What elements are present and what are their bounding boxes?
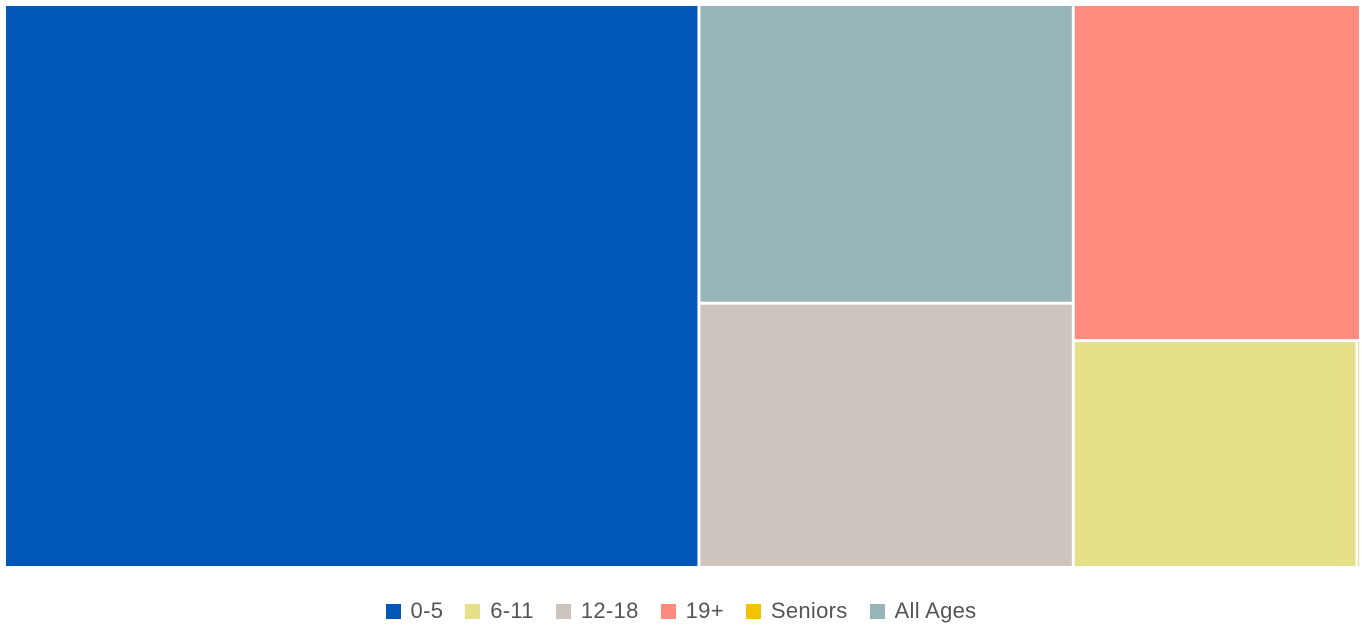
legend-label-12-18: 12-18 [580,598,639,623]
treemap-cell-seniors[interactable] [1358,342,1360,566]
legend-item-6-11[interactable]: 6-11 [465,598,534,624]
legend-label-6-11: 6-11 [490,598,534,623]
legend: 0-5 6-11 12-18 19+ Seniors All Ages [0,596,1362,626]
legend-item-all-ages[interactable]: All Ages [869,598,977,624]
legend-swatch-19-plus [660,603,676,619]
legend-item-12-18[interactable]: 12-18 [555,598,639,624]
legend-label-all-ages: All Ages [894,598,977,623]
legend-swatch-seniors [745,603,761,619]
treemap-cell-0-5[interactable] [6,6,698,566]
legend-item-0-5[interactable]: 0-5 [385,598,444,624]
legend-label-seniors: Seniors [770,598,848,623]
legend-item-19-plus[interactable]: 19+ [660,598,724,624]
treemap-cell-6-11[interactable] [1074,342,1356,566]
legend-swatch-6-11 [465,603,481,619]
legend-swatch-0-5 [385,603,401,619]
legend-item-seniors[interactable]: Seniors [745,598,848,624]
legend-label-0-5: 0-5 [410,598,444,623]
legend-swatch-12-18 [555,603,571,619]
treemap-chart [6,6,1360,566]
treemap-cell-12-18[interactable] [700,304,1072,566]
treemap-cell-19-plus[interactable] [1074,6,1359,340]
legend-swatch-all-ages [869,603,885,619]
treemap-cell-all-ages[interactable] [700,6,1072,302]
legend-label-19-plus: 19+ [685,598,724,623]
